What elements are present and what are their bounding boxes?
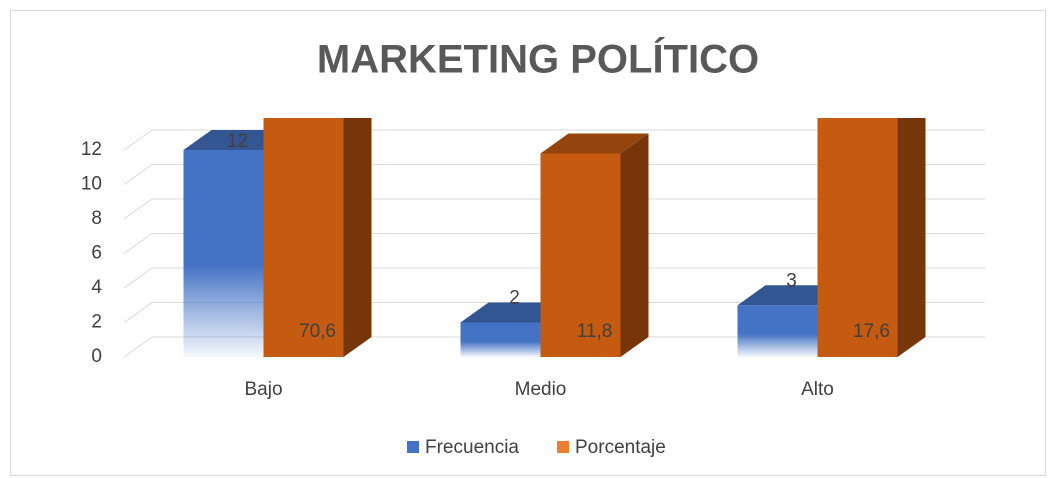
legend-swatch [557, 441, 569, 453]
data-label: 2 [509, 288, 520, 309]
grid-line-depth [123, 336, 153, 358]
bar [817, 118, 926, 358]
bar-side [343, 118, 372, 357]
grid-line-depth [123, 198, 153, 220]
x-tick-label: Alto [801, 379, 834, 400]
y-tick-label: 12 [81, 139, 102, 160]
bar [540, 133, 649, 357]
data-label: 70,6 [299, 321, 336, 342]
data-label: 3 [786, 270, 797, 291]
data-label: 17,6 [853, 321, 890, 342]
x-tick-label: Bajo [244, 379, 282, 400]
y-tick-label: 2 [91, 312, 102, 333]
bar-front [737, 305, 818, 357]
bar-side [897, 118, 926, 357]
x-tick-label: Medio [515, 379, 567, 400]
legend-swatch [407, 441, 419, 453]
data-label: 12 [227, 131, 248, 152]
bar-front [183, 150, 264, 357]
grid-line-depth [123, 164, 153, 185]
bar-top [540, 133, 649, 154]
y-tick-label: 10 [81, 174, 102, 195]
bar-front [263, 118, 344, 357]
grid-line-depth [123, 302, 153, 323]
grid-line-depth [123, 233, 153, 254]
y-tick-label: 8 [91, 208, 102, 229]
y-tick-label: 4 [91, 277, 102, 298]
bar-front [460, 322, 541, 357]
grid-line-depth [123, 267, 153, 289]
bar-front [817, 118, 898, 358]
grid-line-depth [123, 129, 153, 151]
y-tick-label: 6 [91, 243, 102, 264]
y-tick-label: 0 [91, 346, 102, 367]
legend-label: Frecuencia [425, 437, 519, 458]
bar [263, 118, 372, 357]
bar-side [620, 133, 649, 357]
chart-title: MARKETING POLÍTICO [317, 37, 759, 82]
data-label: 11,8 [577, 321, 613, 342]
legend-label: Porcentaje [575, 437, 666, 458]
bar-front [540, 153, 621, 357]
